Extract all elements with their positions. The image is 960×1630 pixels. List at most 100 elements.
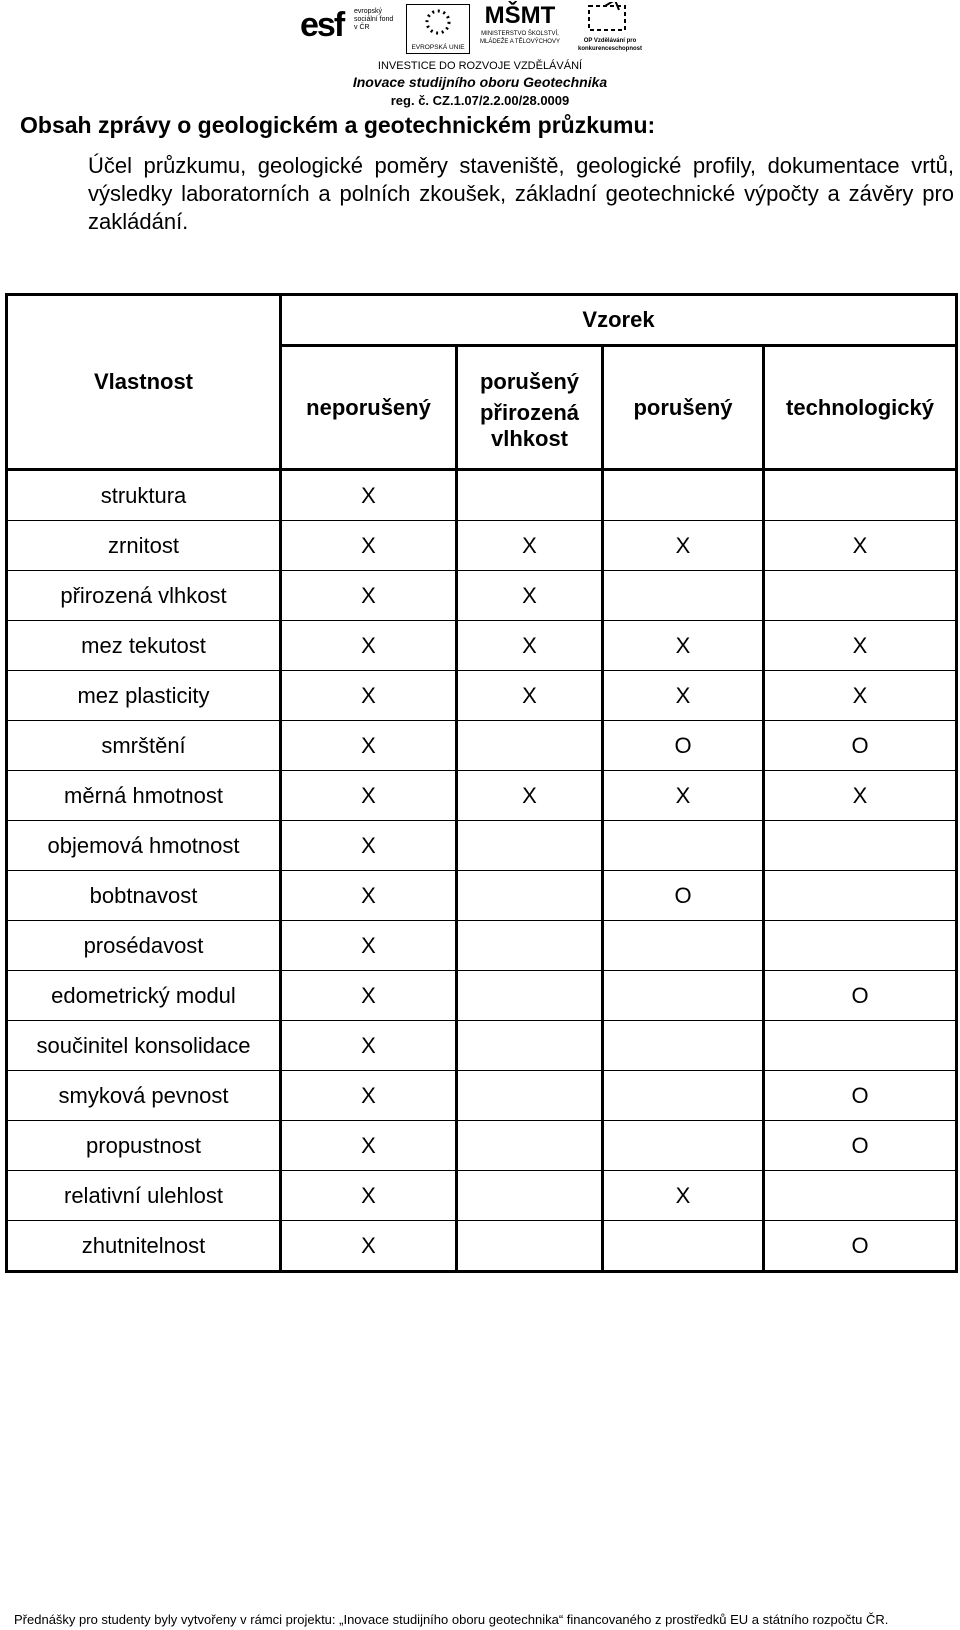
property-cell: relativní ulehlost (6, 1170, 282, 1221)
column-header-line: porušený (479, 368, 580, 394)
table-row: smrštění X O O (6, 720, 957, 771)
table-row: součinitel konsolidace X (6, 1020, 957, 1071)
mark-cell: O (763, 1220, 957, 1272)
property-cell: měrná hmotnost (6, 770, 282, 821)
mark-cell: X (602, 770, 765, 821)
logo-msmt: MŠMT MINISTERSTVO ŠKOLSTVÍ, MLÁDEŽE A TĚ… (475, 2, 565, 52)
mark-cell: O (763, 1070, 957, 1121)
table-row: zrnitost X X X X (6, 520, 957, 571)
table-row: struktura X (6, 469, 957, 521)
property-cell: smyková pevnost (6, 1070, 282, 1121)
table-row: bobtnavost X O (6, 870, 957, 921)
column-header: neporušený (280, 345, 458, 471)
table-row: objemová hmotnost X (6, 820, 957, 871)
mark-cell (456, 1070, 604, 1121)
mark-cell (602, 970, 765, 1021)
mark-cell (763, 920, 957, 971)
mark-cell: X (763, 670, 957, 721)
mark-cell: O (602, 720, 765, 771)
mark-cell (602, 469, 765, 521)
mark-cell (763, 1170, 957, 1221)
logo-strip: esf evropský sociální fond v ČR EVROPSKÁ… (300, 0, 660, 54)
mark-cell (456, 920, 604, 971)
mark-cell (456, 870, 604, 921)
property-cell: struktura (6, 469, 282, 521)
column-header-line: porušený (633, 394, 733, 420)
eu-stars (425, 9, 451, 35)
property-cell: mez tekutost (6, 620, 282, 671)
mark-cell (602, 1220, 765, 1272)
mark-cell: X (456, 770, 604, 821)
investice: INVESTICE DO ROZVOJE VZDĚLÁVÁNÍ (377, 60, 583, 72)
header-group: Vzorek (280, 294, 957, 347)
mark-cell: X (280, 1120, 458, 1171)
mark-cell: X (280, 870, 458, 921)
mark-cell: X (280, 1020, 458, 1071)
property-cell: propustnost (6, 1120, 282, 1171)
mark-cell: X (456, 620, 604, 671)
mark-cell: X (280, 820, 458, 871)
mark-cell (456, 1220, 604, 1272)
column-header: porušený přirozená vlhkost (456, 345, 604, 471)
table-row: zhutnitelnost X O (6, 1220, 957, 1272)
header-property: Vlastnost (6, 294, 282, 471)
logo-op: OP Vzdělávání pro konkurenceschopnost (575, 0, 645, 52)
mark-cell (763, 870, 957, 921)
column-header-line: technologický (786, 394, 934, 420)
table-row: měrná hmotnost X X X X (6, 770, 957, 821)
mark-cell: X (280, 970, 458, 1021)
title: Obsah zprávy o geologickém a geotechnick… (20, 112, 656, 138)
property-cell: bobtnavost (6, 870, 282, 921)
table-row: relativní ulehlost X X (6, 1170, 957, 1221)
mark-cell: X (280, 1220, 458, 1272)
table-row: prosédavost X (6, 920, 957, 971)
mark-cell (456, 1170, 604, 1221)
mark-cell: X (763, 770, 957, 821)
mark-cell (602, 820, 765, 871)
mark-cell (602, 1120, 765, 1171)
mark-cell (763, 820, 957, 871)
mark-cell: X (602, 670, 765, 721)
property-cell: zrnitost (6, 520, 282, 571)
reg-number: reg. č. CZ.1.07/2.2.00/28.0009 (390, 93, 570, 108)
table-row: edometrický modul X O (6, 970, 957, 1021)
logo-esf: esf evropský sociální fond v ČR (300, 2, 393, 52)
column-header: porušený (602, 345, 765, 471)
property-cell: mez plasticity (6, 670, 282, 721)
mark-cell: X (456, 670, 604, 721)
mark-cell: X (280, 920, 458, 971)
mark-cell: X (280, 620, 458, 671)
property-cell: přirozená vlhkost (6, 570, 282, 621)
column-header-line: přirozená vlhkost (479, 399, 580, 451)
mark-cell: X (456, 520, 604, 571)
project-name: Inovace studijního oboru Geotechnika (352, 74, 608, 90)
table-row: smyková pevnost X O (6, 1070, 957, 1121)
property-cell: objemová hmotnost (6, 820, 282, 871)
table-row: propustnost X O (6, 1120, 957, 1171)
eu-text: EVROPSKÁ UNIE (411, 44, 465, 51)
mark-cell: X (456, 570, 604, 621)
mark-cell: X (763, 520, 957, 571)
mark-cell (602, 1020, 765, 1071)
property-cell: smrštění (6, 720, 282, 771)
column-header: technologický (763, 345, 957, 471)
esf-mark: esf (300, 6, 345, 44)
mark-cell: X (280, 469, 458, 521)
logo-eu: EVROPSKÁ UNIE (406, 4, 470, 54)
mark-cell: X (280, 570, 458, 621)
mark-cell: X (280, 1070, 458, 1121)
property-cell: součinitel konsolidace (6, 1020, 282, 1071)
mark-cell (763, 469, 957, 521)
mark-cell: X (280, 520, 458, 571)
mark-cell (602, 920, 765, 971)
esf-text: evropský sociální fond v ČR (354, 8, 394, 31)
mark-cell: O (763, 970, 957, 1021)
mark-cell: O (763, 720, 957, 771)
mark-cell (763, 1020, 957, 1071)
table-row: přirozená vlhkost X X (6, 570, 957, 621)
mark-cell: X (602, 1170, 765, 1221)
table: Vlastnost Vzorek neporušený porušený přiro… (5, 293, 958, 1273)
mark-cell: X (280, 720, 458, 771)
mark-cell: O (763, 1120, 957, 1171)
mark-cell (456, 820, 604, 871)
